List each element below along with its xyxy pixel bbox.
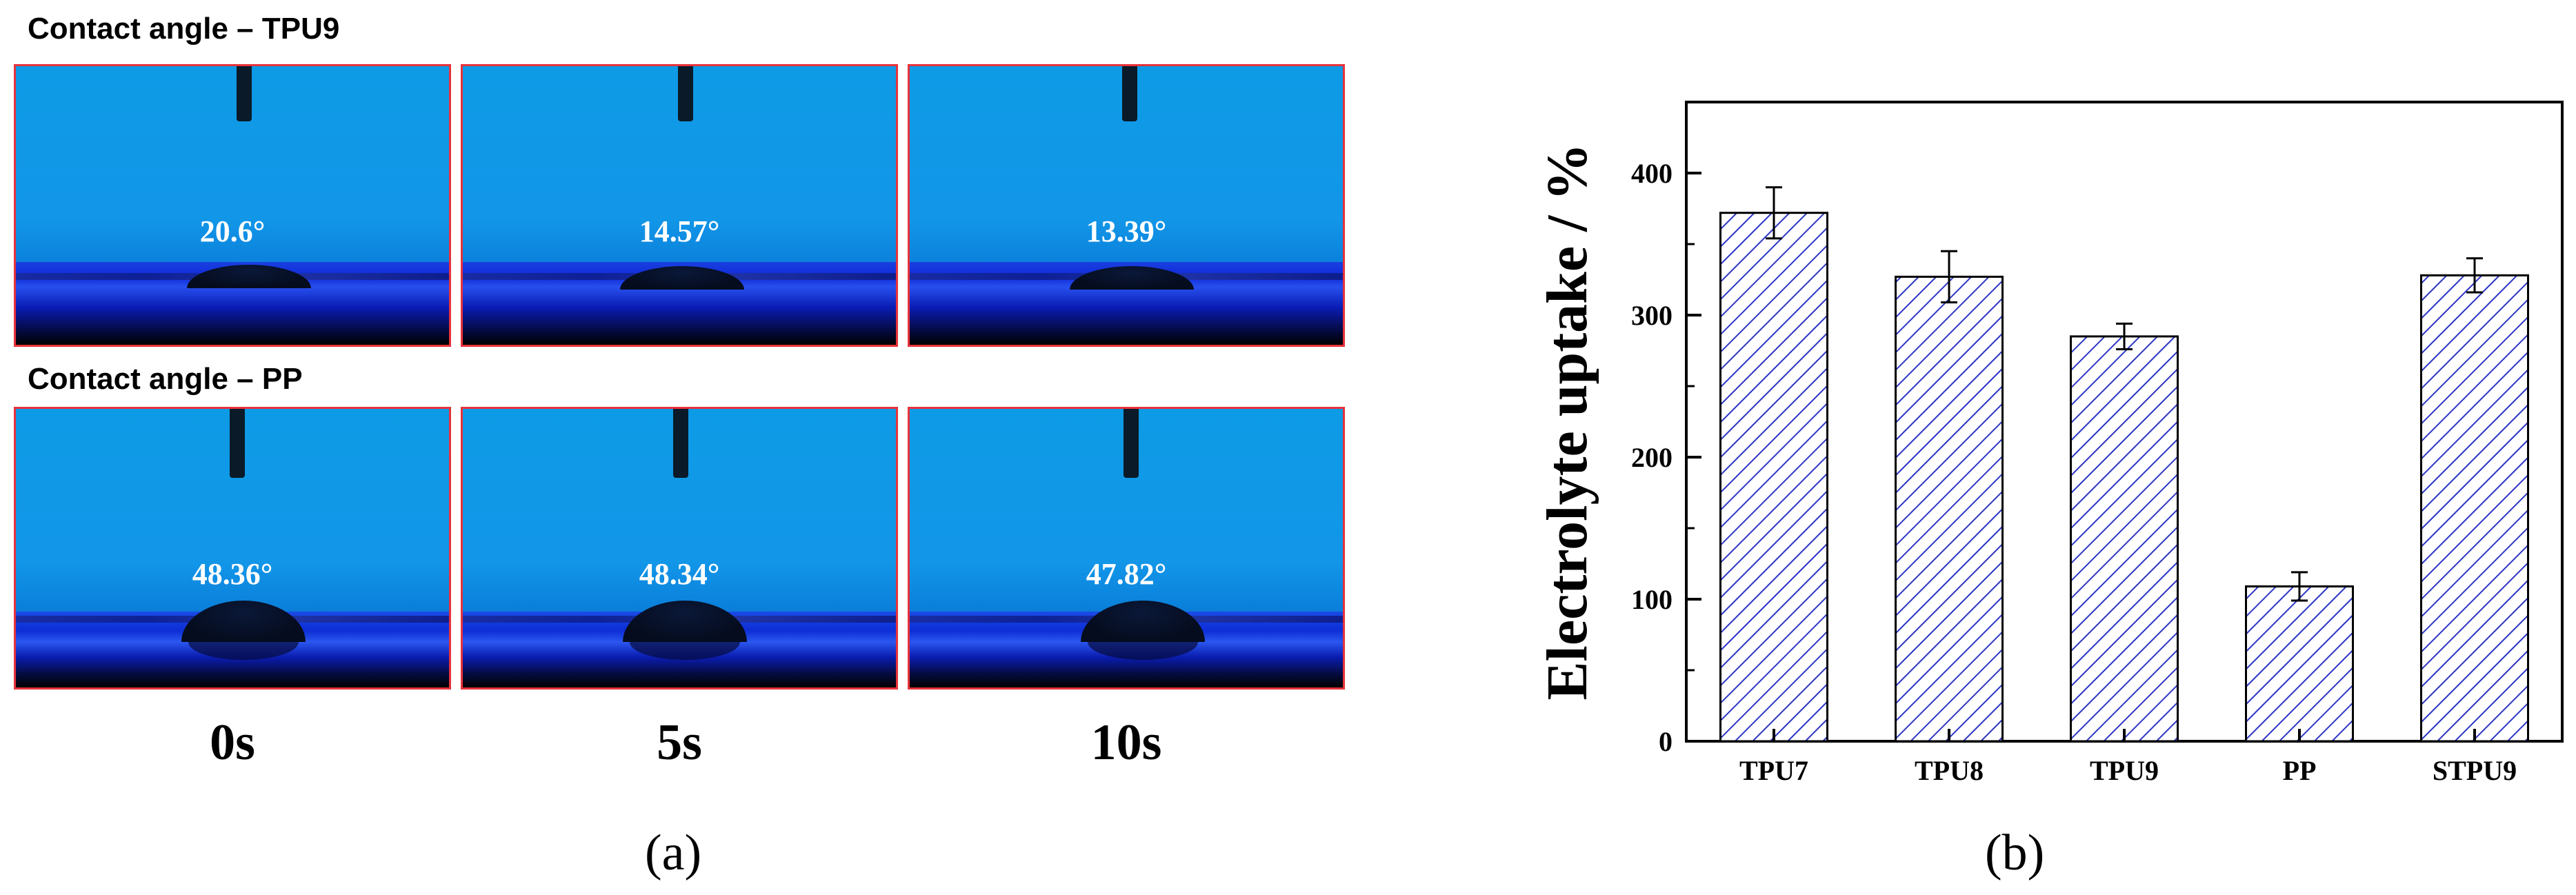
- time-label-5s: 5s: [657, 714, 702, 771]
- photo-tpu9-5s: 14.57°: [461, 64, 898, 347]
- time-label-0s: 0s: [210, 714, 255, 771]
- needle-icon: [1122, 66, 1137, 121]
- x-tick-label-stpu9: STPU9: [2433, 755, 2517, 786]
- photo-pp-5s: 48.34°: [461, 407, 898, 690]
- panel-label-b: (b): [1985, 825, 2045, 881]
- row-title-pp: Contact angle – PP: [28, 362, 303, 396]
- y-tick-label: 400: [1631, 158, 1673, 189]
- row-title-tpu9: Contact angle – TPU9: [28, 12, 340, 46]
- angle-label: 20.6°: [199, 214, 266, 248]
- photo-tpu9-0s: 20.6°: [14, 64, 451, 347]
- needle-icon: [678, 66, 693, 121]
- y-tick-label: 0: [1659, 726, 1673, 757]
- angle-label: 48.34°: [639, 557, 720, 591]
- bar-stpu9: [2420, 274, 2529, 743]
- angle-label: 13.39°: [1086, 214, 1167, 248]
- y-axis-label: Electrolyte uptake / %: [1535, 143, 1599, 700]
- y-tick-label: 300: [1631, 300, 1673, 331]
- bar-pp: [2245, 585, 2354, 743]
- angle-label: 48.36°: [192, 557, 273, 591]
- bar-tpu8: [1895, 275, 2004, 743]
- photo-pp-10s: 47.82°: [908, 407, 1345, 690]
- y-tick-label: 100: [1631, 584, 1673, 615]
- needle-icon: [673, 409, 688, 478]
- needle-icon: [230, 409, 245, 478]
- x-tick-label-pp: PP: [2283, 755, 2317, 786]
- photo-pp-0s: 48.36°: [14, 407, 451, 690]
- bar-tpu9: [2070, 335, 2179, 743]
- panel-label-a: (a): [645, 825, 702, 881]
- time-label-10s: 10s: [1090, 714, 1162, 771]
- x-tick-label-tpu9: TPU9: [2090, 755, 2159, 786]
- photo-tpu9-10s: 13.39°: [908, 64, 1345, 347]
- angle-label: 47.82°: [1086, 557, 1167, 591]
- x-tick-label-tpu8: TPU8: [1915, 755, 1984, 786]
- y-tick-label: 200: [1631, 442, 1673, 473]
- x-tick-label-tpu7: TPU7: [1739, 755, 1808, 786]
- needle-icon: [237, 66, 252, 121]
- bar-tpu7: [1719, 212, 1828, 743]
- needle-icon: [1124, 409, 1139, 478]
- angle-label: 14.57°: [639, 214, 720, 248]
